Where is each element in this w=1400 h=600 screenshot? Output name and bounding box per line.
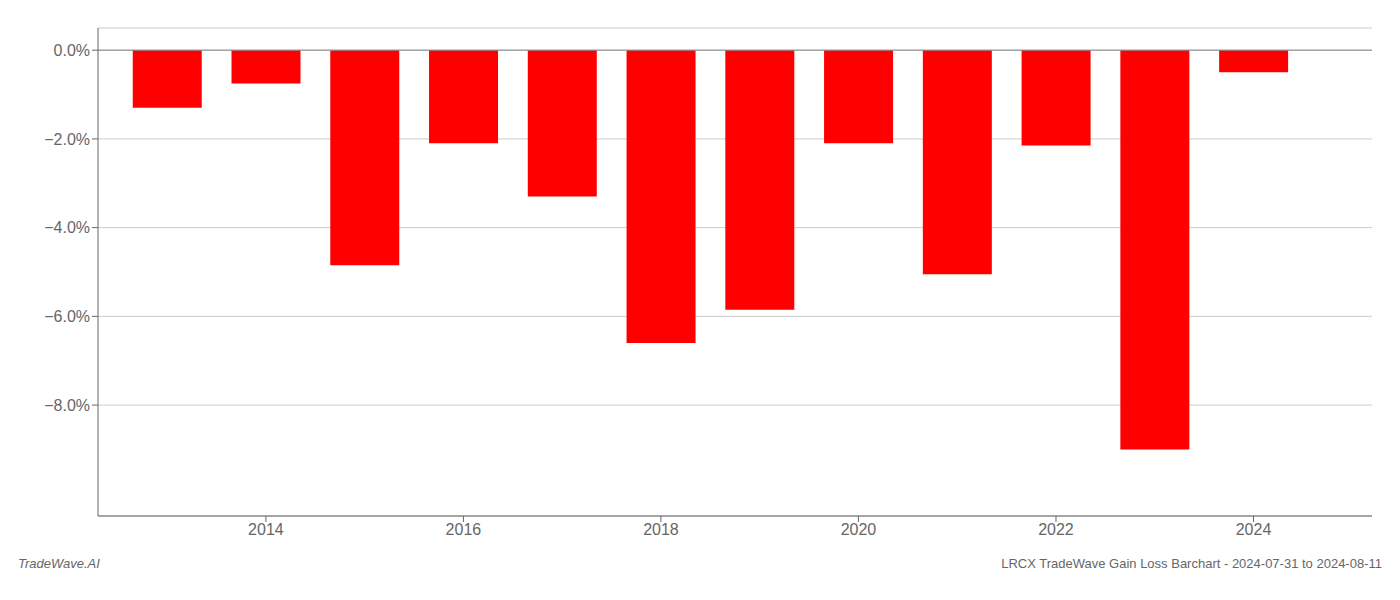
svg-text:−6.0%: −6.0%	[44, 308, 90, 325]
svg-text:2020: 2020	[841, 521, 877, 538]
svg-text:2018: 2018	[643, 521, 679, 538]
svg-text:2024: 2024	[1236, 521, 1272, 538]
svg-text:−2.0%: −2.0%	[44, 131, 90, 148]
svg-text:2022: 2022	[1038, 521, 1074, 538]
svg-text:−4.0%: −4.0%	[44, 219, 90, 236]
svg-text:−8.0%: −8.0%	[44, 397, 90, 414]
svg-text:0.0%: 0.0%	[54, 42, 90, 59]
svg-text:2014: 2014	[248, 521, 284, 538]
svg-text:2016: 2016	[446, 521, 482, 538]
html-text:LRCX TradeWave Gain Loss Barch: LRCX TradeWave Gain Loss Barchart - 2024…	[1001, 556, 1382, 571]
html-text:TradeWave.AI: TradeWave.AI	[18, 556, 100, 571]
